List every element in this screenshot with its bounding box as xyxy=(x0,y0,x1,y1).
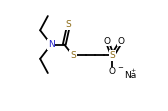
Text: +: + xyxy=(131,68,136,73)
Text: O: O xyxy=(118,37,125,46)
Text: O: O xyxy=(109,67,116,76)
Text: N: N xyxy=(48,40,54,49)
Text: S: S xyxy=(70,51,76,60)
Text: O: O xyxy=(103,37,111,46)
Text: S: S xyxy=(110,51,115,60)
Text: S: S xyxy=(66,20,72,29)
Text: Na: Na xyxy=(124,71,137,80)
Text: −: − xyxy=(117,65,123,71)
